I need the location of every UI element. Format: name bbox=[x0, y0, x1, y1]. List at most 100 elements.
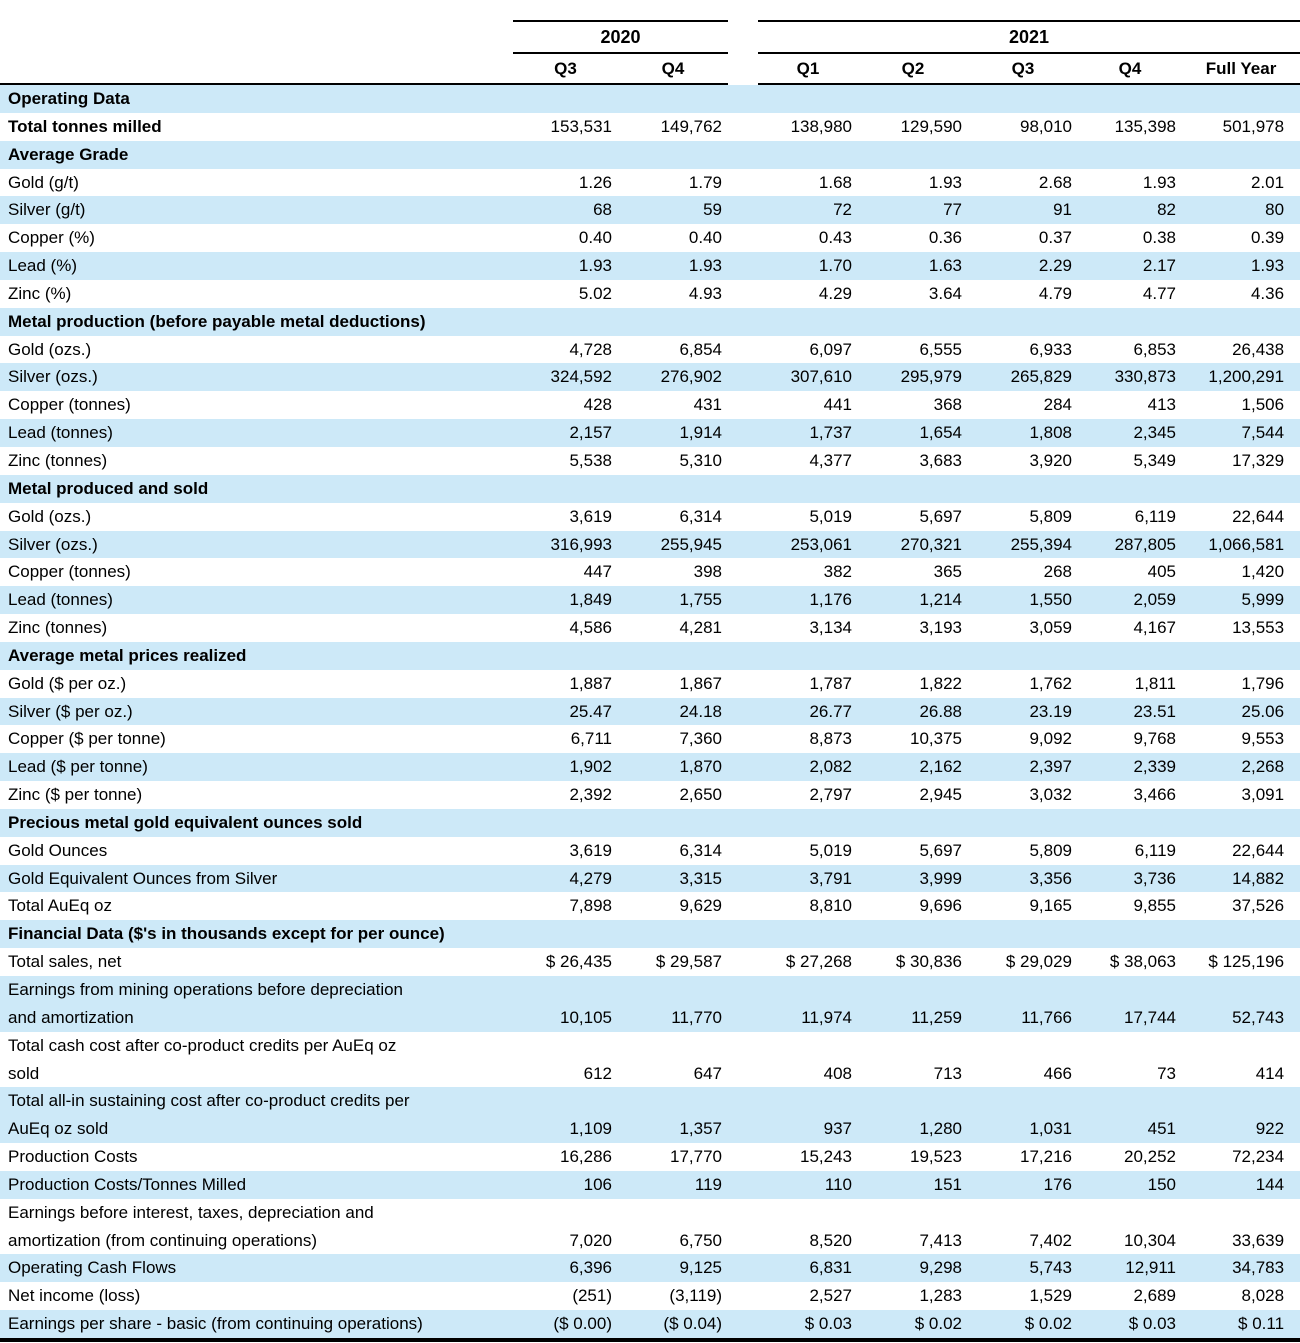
value-cell: 11,259 bbox=[911, 1007, 963, 1027]
value-cell: 1,066,581 bbox=[1208, 534, 1285, 554]
value-cell: 466 bbox=[1043, 1063, 1073, 1083]
value-cell: 15,243 bbox=[800, 1147, 853, 1167]
group-gap bbox=[728, 698, 758, 726]
row-label: Lead (%) bbox=[8, 256, 77, 276]
value-cell: 2.29 bbox=[1038, 256, 1073, 276]
value-cell: 6,119 bbox=[1134, 840, 1177, 860]
group-gap bbox=[728, 753, 758, 781]
row-label: Silver (ozs.) bbox=[8, 367, 98, 387]
value-cell: 0.38 bbox=[1142, 228, 1177, 248]
value-cell: 106 bbox=[583, 1174, 612, 1194]
value-cell: 1,550 bbox=[1029, 590, 1073, 610]
value-cell: 265,829 bbox=[1010, 367, 1073, 387]
value-cell: 17,329 bbox=[1232, 450, 1285, 470]
value-cell: 1,031 bbox=[1029, 1119, 1073, 1139]
value-cell: 4.36 bbox=[1250, 283, 1285, 303]
value-cell: 9,298 bbox=[919, 1258, 963, 1278]
value-cell: 1,808 bbox=[1029, 423, 1073, 443]
section-row: Metal produced and sold bbox=[0, 474, 1300, 503]
value-cell: 6,750 bbox=[679, 1230, 723, 1250]
value-cell: 276,902 bbox=[660, 367, 723, 387]
value-cell: 1,870 bbox=[679, 757, 723, 777]
group-gap bbox=[728, 586, 758, 614]
data-row: Zinc ($ per tonne) 2,392 2,650 2,797 2,945 3,… bbox=[0, 781, 1300, 809]
data-row: Gold ($ per oz.) 1,887 1,867 1,787 1,822 1,76… bbox=[0, 669, 1300, 698]
row-label: Production Costs/Tonnes Milled bbox=[8, 1174, 247, 1194]
value-cell: 5,999 bbox=[1241, 590, 1285, 610]
value-cell: 1,796 bbox=[1241, 673, 1285, 693]
value-cell: 3,619 bbox=[569, 840, 612, 860]
value-cell: 5,019 bbox=[809, 840, 853, 860]
row-label: Total cash cost after co-product credits… bbox=[8, 1035, 397, 1083]
value-cell: 16,286 bbox=[560, 1147, 612, 1167]
row-label: Net income (loss) bbox=[8, 1286, 141, 1306]
value-cell: 6,314 bbox=[679, 506, 723, 526]
operating-financial-table: 2020 2021 Q3 Q4 Q1 Q2 Q3 Q4 Full Year Op… bbox=[0, 20, 1300, 1342]
year-header-row: 2020 2021 bbox=[0, 20, 1300, 54]
value-cell: 4,281 bbox=[679, 618, 723, 638]
section-header: Average Grade bbox=[8, 144, 129, 164]
value-cell: 647 bbox=[693, 1063, 723, 1083]
row-label: Earnings before interest, taxes, depreci… bbox=[8, 1202, 374, 1250]
data-row: Copper (tonnes) 428 431 441 368 284 413 1,506 bbox=[0, 391, 1300, 420]
value-cell: 253,061 bbox=[790, 534, 853, 554]
value-cell: 7,402 bbox=[1029, 1230, 1073, 1250]
value-cell: 4,279 bbox=[569, 868, 612, 888]
value-cell: 451 bbox=[1147, 1119, 1177, 1139]
value-cell: 3,356 bbox=[1029, 868, 1073, 888]
value-cell: 1.70 bbox=[818, 256, 853, 276]
row-label: Gold (g/t) bbox=[8, 172, 79, 192]
value-cell: 144 bbox=[1255, 1174, 1285, 1194]
value-cell: 501,978 bbox=[1222, 116, 1285, 136]
row-label: Gold Ounces bbox=[8, 840, 108, 860]
value-cell: 1,787 bbox=[809, 673, 853, 693]
group-gap bbox=[728, 976, 758, 1032]
value-cell: 0.40 bbox=[578, 228, 612, 248]
data-row: Production Costs 16,286 17,770 15,243 19,523… bbox=[0, 1143, 1300, 1171]
group-gap bbox=[728, 1171, 758, 1199]
value-cell: 365 bbox=[933, 562, 963, 582]
data-row: Copper (%) 0.40 0.40 0.43 0.36 0.37 0.38 0.39 bbox=[0, 224, 1300, 253]
value-cell: 119 bbox=[694, 1174, 723, 1194]
value-cell: 3,736 bbox=[1133, 868, 1177, 888]
data-row: Gold Equivalent Ounces from Silver 4,279 3… bbox=[0, 864, 1300, 893]
value-cell: 33,639 bbox=[1232, 1230, 1285, 1250]
value-cell: 5,697 bbox=[919, 506, 963, 526]
value-cell: 7,360 bbox=[679, 729, 723, 749]
value-cell: 151 bbox=[933, 1174, 963, 1194]
value-cell: 3,466 bbox=[1133, 785, 1177, 805]
row-label: Lead ($ per tonne) bbox=[8, 757, 148, 777]
value-cell: 17,216 bbox=[1020, 1147, 1073, 1167]
data-row: Zinc (tonnes) 5,538 5,310 4,377 3,683 3,920 5,… bbox=[0, 446, 1300, 475]
group-gap bbox=[728, 1282, 758, 1310]
value-cell: 17,744 bbox=[1124, 1007, 1177, 1027]
section-header: Metal produced and sold bbox=[8, 478, 209, 498]
group-gap bbox=[728, 558, 758, 586]
data-row: Total tonnes milled 153,531 149,762 138,980… bbox=[0, 112, 1300, 141]
value-cell: 2,689 bbox=[1133, 1286, 1177, 1306]
value-cell: 1,822 bbox=[919, 673, 963, 693]
row-label: Copper (tonnes) bbox=[8, 562, 131, 582]
value-cell: 2,339 bbox=[1133, 757, 1177, 777]
value-cell: 5,809 bbox=[1029, 840, 1073, 860]
value-cell: 1,762 bbox=[1029, 673, 1073, 693]
value-cell: 1,283 bbox=[919, 1286, 963, 1306]
value-cell: 6,119 bbox=[1134, 506, 1177, 526]
value-cell: 8,873 bbox=[809, 729, 853, 749]
value-cell: 6,933 bbox=[1029, 339, 1073, 359]
data-row: Gold (g/t) 1.26 1.79 1.68 1.93 2.68 1.93 2.01 bbox=[0, 168, 1300, 197]
value-cell: 1,849 bbox=[569, 590, 612, 610]
value-cell: 6,853 bbox=[1133, 339, 1177, 359]
value-cell: 9,125 bbox=[679, 1258, 723, 1278]
year-group-2020: 2020 bbox=[513, 20, 729, 54]
value-cell: 0.36 bbox=[928, 228, 963, 248]
value-cell: 4.79 bbox=[1038, 283, 1073, 303]
value-cell: 405 bbox=[1147, 562, 1177, 582]
value-cell: 414 bbox=[1255, 1063, 1285, 1083]
value-cell: 270,321 bbox=[900, 534, 963, 554]
group-gap bbox=[728, 280, 758, 308]
group-gap bbox=[728, 725, 758, 753]
value-cell: 1,902 bbox=[569, 757, 612, 777]
value-cell: $ 0.11 bbox=[1238, 1314, 1285, 1334]
